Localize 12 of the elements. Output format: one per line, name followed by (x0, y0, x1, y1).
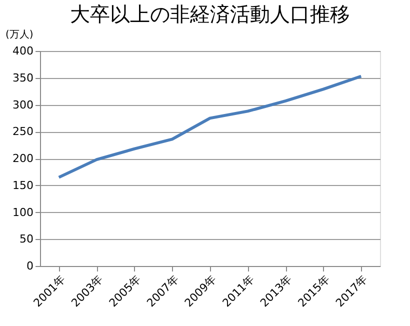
y-tick-label: 100 (12, 206, 34, 219)
y-axis-title: (万人) (6, 30, 34, 40)
y-tick-label: 300 (12, 98, 34, 112)
line-series (57, 74, 363, 179)
y-tick-label: 350 (12, 71, 34, 84)
y-tick-label: 50 (20, 232, 34, 246)
chart-title: 大卒以上の非経済活動人口推移 (70, 2, 350, 26)
y-tick-label: 0 (26, 260, 34, 272)
y-tick-label: 250 (12, 125, 34, 138)
y-tick-label: 200 (12, 152, 34, 165)
y-tick-label: 400 (12, 44, 34, 58)
y-tick-label: 150 (12, 178, 34, 192)
